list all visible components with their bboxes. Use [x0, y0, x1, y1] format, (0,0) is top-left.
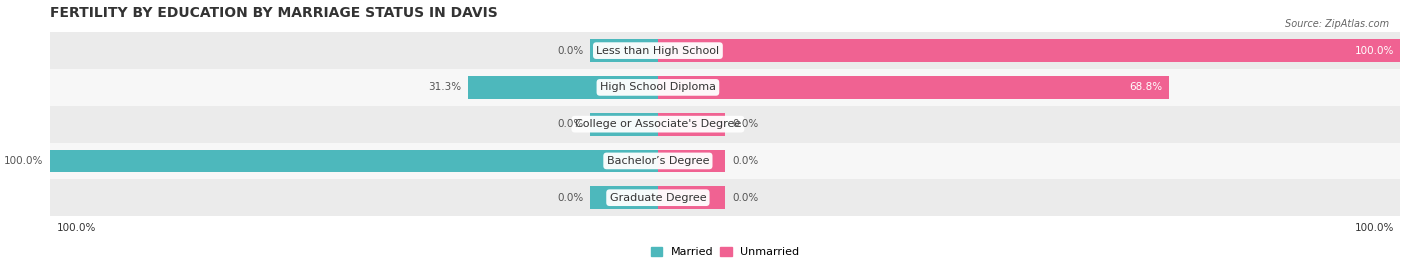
Text: FERTILITY BY EDUCATION BY MARRIAGE STATUS IN DAVIS: FERTILITY BY EDUCATION BY MARRIAGE STATU… [51, 6, 498, 20]
Text: 100.0%: 100.0% [1354, 46, 1393, 56]
Text: College or Associate's Degree: College or Associate's Degree [575, 119, 741, 129]
Bar [51, 179, 1400, 216]
Bar [591, 113, 658, 136]
Bar [51, 69, 1400, 106]
Text: 0.0%: 0.0% [733, 193, 758, 203]
Text: 100.0%: 100.0% [4, 156, 44, 166]
Bar [658, 76, 1168, 99]
Bar [591, 39, 658, 62]
Text: Bachelor’s Degree: Bachelor’s Degree [606, 156, 709, 166]
Bar [658, 186, 725, 209]
Text: 0.0%: 0.0% [557, 193, 583, 203]
Bar [51, 143, 1400, 179]
Text: Source: ZipAtlas.com: Source: ZipAtlas.com [1285, 19, 1389, 29]
Text: 0.0%: 0.0% [733, 156, 758, 166]
Bar [591, 186, 658, 209]
Bar [658, 113, 725, 136]
Bar [51, 32, 1400, 69]
Legend: Married, Unmarried: Married, Unmarried [647, 242, 804, 261]
Bar [658, 150, 725, 172]
Bar [468, 76, 658, 99]
Bar [51, 106, 1400, 143]
Text: 68.8%: 68.8% [1129, 82, 1161, 92]
Text: High School Diploma: High School Diploma [600, 82, 716, 92]
Text: Graduate Degree: Graduate Degree [610, 193, 706, 203]
Text: 0.0%: 0.0% [557, 46, 583, 56]
Bar [51, 150, 658, 172]
Text: 100.0%: 100.0% [1354, 223, 1393, 233]
Text: 0.0%: 0.0% [733, 119, 758, 129]
Text: Less than High School: Less than High School [596, 46, 720, 56]
Text: 0.0%: 0.0% [557, 119, 583, 129]
Bar [658, 39, 1400, 62]
Text: 100.0%: 100.0% [58, 223, 97, 233]
Text: 31.3%: 31.3% [427, 82, 461, 92]
